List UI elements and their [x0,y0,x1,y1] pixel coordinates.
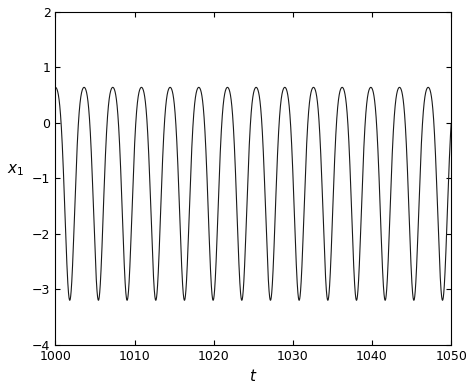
Y-axis label: $x_1$: $x_1$ [7,163,24,178]
X-axis label: $t$: $t$ [249,368,257,384]
